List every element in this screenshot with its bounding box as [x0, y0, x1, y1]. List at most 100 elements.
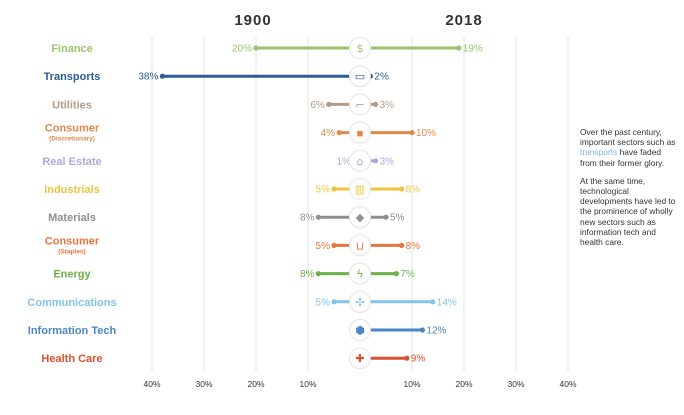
point-1900 — [326, 101, 332, 107]
sector-sublabel: (Discretionary) — [49, 136, 95, 143]
x-tick-label: 20% — [247, 379, 264, 389]
sector-label: Utilities — [52, 99, 92, 111]
point-2018 — [373, 158, 379, 164]
value-label-1900: 5% — [316, 185, 331, 196]
house-icon: ⌂ — [357, 155, 364, 168]
sector-row: Communications 5% 14% ✣ — [27, 290, 457, 313]
diamond-icon: ◆ — [356, 211, 365, 224]
value-label-1900: 38% — [138, 72, 158, 83]
note-paragraph-2: At the same time, technological developm… — [580, 175, 676, 248]
sector-row: Consumer(Staples) 5% 8% ⊔ — [45, 234, 421, 257]
note-1-highlight: transports — [580, 147, 618, 158]
sector-sublabel: (Staples) — [58, 248, 85, 255]
sector-row: Finance 20% 19% $ — [51, 37, 483, 59]
point-2018 — [393, 271, 399, 277]
cart-icon: ⊔ — [356, 239, 365, 252]
point-2018 — [383, 214, 389, 220]
sector-label: Energy — [53, 269, 91, 281]
point-2018 — [456, 45, 462, 51]
value-label-1900: 1% — [336, 156, 351, 167]
point-2018 — [399, 242, 405, 248]
medical-cross-icon: ✚ — [355, 352, 364, 365]
network-icon: ✣ — [355, 296, 364, 309]
sector-label: Consumer — [45, 123, 100, 135]
sector-row: Information Tech 12% ⬢ — [28, 319, 447, 341]
icon-badge — [349, 121, 371, 144]
sector-row: Real Estate 1% 3% ⌂ — [42, 149, 394, 172]
value-label-1900: 8% — [300, 213, 315, 224]
annotation-notes: Over the past century, important sectors… — [580, 127, 680, 255]
value-label-2018: 19% — [463, 44, 483, 55]
value-label-1900: 20% — [232, 44, 252, 55]
icon-badge — [349, 178, 371, 200]
value-label-1900: 5% — [316, 241, 331, 252]
value-label-1900: 4% — [321, 128, 336, 139]
sector-row: Health Care 9% ✚ — [41, 347, 425, 370]
factory-icon: ▥ — [355, 183, 365, 196]
value-label-1900: 6% — [310, 100, 325, 111]
point-1900 — [336, 130, 342, 136]
value-label-2018: 8% — [406, 241, 421, 252]
x-tick-label: 40% — [143, 379, 160, 389]
icon-badge — [349, 347, 371, 370]
money-bag-icon: $ — [357, 42, 364, 55]
icon-badge — [349, 319, 371, 341]
point-1900 — [315, 214, 321, 220]
point-2018 — [404, 355, 410, 361]
note-paragraph-1: Over the past century, important sectors… — [580, 127, 680, 168]
sector-row: Transports 38% 2% ▭ — [44, 65, 389, 88]
point-1900 — [331, 299, 337, 305]
point-1900 — [315, 271, 321, 277]
value-label-1900: 5% — [316, 297, 331, 308]
value-label-2018: 2% — [374, 72, 389, 83]
sector-label: Information Tech — [28, 325, 117, 337]
sector-label: Consumer — [45, 235, 100, 247]
sector-label: Materials — [48, 212, 96, 224]
point-2018 — [430, 299, 436, 305]
point-1900 — [253, 45, 259, 51]
point-1900 — [159, 73, 165, 79]
point-2018 — [409, 130, 415, 136]
value-label-1900: 8% — [300, 269, 315, 280]
train-icon: ▭ — [355, 70, 365, 83]
x-tick-label: 20% — [455, 379, 472, 389]
icon-badge — [349, 37, 371, 59]
sector-label: Health Care — [41, 353, 102, 365]
value-label-2018: 12% — [426, 326, 446, 337]
x-axis-ticks: 40% 30% 20% 10% 10% 20% 30% 40% — [143, 379, 576, 389]
sector-label: Communications — [27, 297, 116, 309]
value-label-2018: 8% — [406, 185, 421, 196]
sector-row: Utilities 6% 3% ⌐ — [52, 93, 395, 116]
value-label-2018: 3% — [380, 100, 395, 111]
shopping-bag-icon: ▪ — [356, 127, 363, 140]
icon-badge — [349, 206, 371, 229]
sector-label: Real Estate — [42, 156, 101, 168]
x-tick-label: 10% — [403, 379, 420, 389]
icon-badge — [349, 262, 371, 285]
value-label-2018: 10% — [416, 128, 436, 139]
header-2018: 2018 — [445, 12, 482, 29]
value-label-2018: 7% — [400, 269, 415, 280]
sector-label: Transports — [44, 71, 101, 83]
sector-label: Finance — [51, 43, 93, 55]
x-tick-label: 10% — [299, 379, 316, 389]
x-tick-label: 40% — [559, 379, 576, 389]
icon-badge — [349, 290, 371, 313]
icon-badge — [349, 93, 371, 116]
icon-badge — [349, 149, 371, 172]
icon-badge — [349, 65, 371, 88]
point-1900 — [331, 186, 337, 192]
chip-icon: ⬢ — [355, 324, 365, 337]
faucet-icon: ⌐ — [355, 98, 364, 111]
sector-label: Industrials — [44, 184, 100, 196]
point-2018 — [419, 327, 425, 333]
sector-row: Consumer(Discretionary) 4% 10% ▪ — [45, 121, 436, 144]
grid-lines — [151, 36, 569, 372]
sector-row: Industrials 5% 8% ▥ — [44, 178, 421, 200]
note-1-start: Over the past century, important sectors… — [580, 127, 676, 148]
sector-row: Energy 8% 7% ϟ — [53, 262, 415, 285]
point-2018 — [373, 101, 379, 107]
sector-rows: Finance 20% 19% $ Transports 38% 2% ▭ Utilities 6… — [27, 37, 483, 370]
lightning-icon: ϟ — [356, 268, 363, 281]
